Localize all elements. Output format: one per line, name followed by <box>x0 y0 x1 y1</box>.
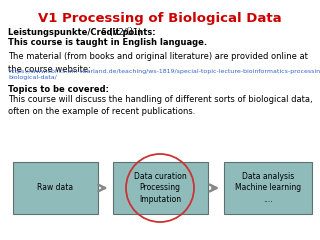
FancyBboxPatch shape <box>113 162 207 214</box>
FancyBboxPatch shape <box>12 162 98 214</box>
Text: Data curation
Processing
Imputation: Data curation Processing Imputation <box>134 172 186 204</box>
FancyBboxPatch shape <box>224 162 312 214</box>
Text: Data analysis
Machine learning
....: Data analysis Machine learning .... <box>235 172 301 204</box>
Text: Leistungspunkte/Credit points:: Leistungspunkte/Credit points: <box>8 28 156 37</box>
Text: This course will discuss the handling of different sorts of biological data,
oft: This course will discuss the handling of… <box>8 95 313 116</box>
Text: The material (from books and original literature) are provided online at
the cou: The material (from books and original li… <box>8 52 308 73</box>
Text: https://www.cbi.cs.uni-saarland.de/teaching/ws-1819/special-topic-lecture-bioinf: https://www.cbi.cs.uni-saarland.de/teach… <box>8 69 320 80</box>
Text: Topics to be covered:: Topics to be covered: <box>8 85 109 94</box>
Text: V1 Processing of Biological Data: V1 Processing of Biological Data <box>38 12 282 25</box>
Text: Raw data: Raw data <box>37 184 73 192</box>
Text: 5 (V2/Ü1): 5 (V2/Ü1) <box>99 28 141 37</box>
Text: This course is taught in English language.: This course is taught in English languag… <box>8 38 207 47</box>
